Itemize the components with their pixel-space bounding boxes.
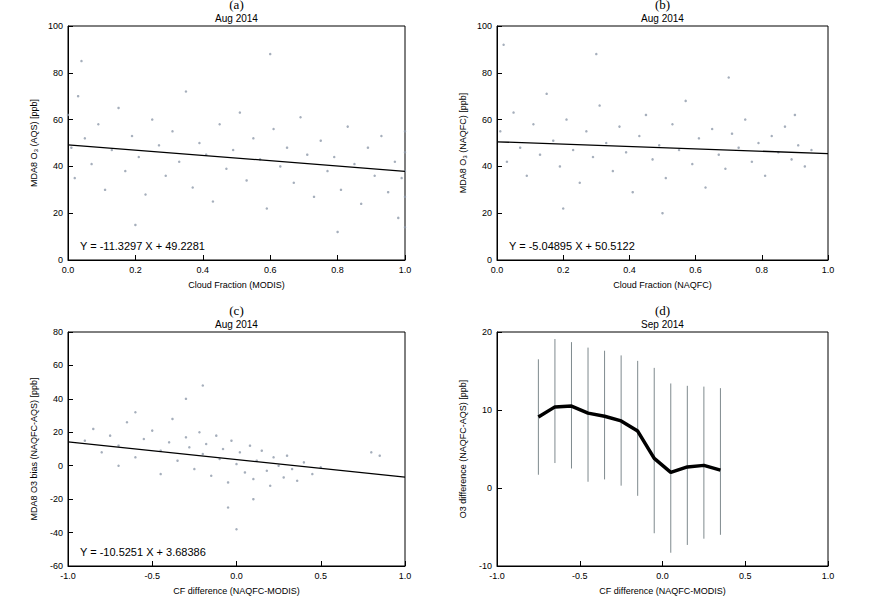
svg-text:MDA8 O₃ (AQS) [ppb]: MDA8 O₃ (AQS) [ppb] [29,99,39,187]
svg-text:Cloud Fraction (NAQFC): Cloud Fraction (NAQFC) [613,280,712,290]
svg-text:60: 60 [53,115,63,125]
svg-text:60: 60 [53,360,63,370]
svg-text:20: 20 [53,427,63,437]
svg-text:(b): (b) [655,0,670,12]
svg-text:O3 difference (NAQFC-AQS) [ppb: O3 difference (NAQFC-AQS) [ppb] [458,380,468,518]
svg-text:0.0: 0.0 [62,265,75,275]
svg-text:40: 40 [482,161,492,171]
svg-text:40: 40 [53,161,63,171]
svg-text:0.5: 0.5 [314,571,327,581]
svg-text:0.2: 0.2 [129,265,142,275]
svg-text:0.0: 0.0 [656,571,669,581]
svg-text:0.0: 0.0 [491,265,504,275]
svg-text:-1.0: -1.0 [489,571,505,581]
svg-text:Cloud Fraction (MODIS): Cloud Fraction (MODIS) [188,280,285,290]
svg-text:100: 100 [477,21,492,31]
svg-text:0.6: 0.6 [689,265,702,275]
svg-text:0.4: 0.4 [623,265,636,275]
svg-text:80: 80 [53,327,63,337]
svg-text:Y = -10.5251 X + 3.68386: Y = -10.5251 X + 3.68386 [80,546,206,558]
svg-text:100: 100 [48,21,63,31]
svg-text:-0.5: -0.5 [144,571,160,581]
svg-text:20: 20 [482,327,492,337]
svg-text:MDA8 O₃ (NAQFC) [ppb]: MDA8 O₃ (NAQFC) [ppb] [458,93,468,194]
svg-text:0.0: 0.0 [230,571,243,581]
svg-text:CF difference (NAQFC-MODIS): CF difference (NAQFC-MODIS) [173,586,299,596]
svg-text:0.6: 0.6 [264,265,277,275]
svg-text:-60: -60 [50,561,63,571]
svg-text:0: 0 [58,255,63,265]
svg-text:60: 60 [482,115,492,125]
svg-text:MDA8 O3 bias (NAQFC-AQS) [ppb]: MDA8 O3 bias (NAQFC-AQS) [ppb] [29,377,39,520]
svg-text:(c): (c) [229,303,243,318]
svg-text:20: 20 [482,208,492,218]
svg-text:0.8: 0.8 [756,265,769,275]
svg-text:Aug 2014: Aug 2014 [641,13,684,24]
svg-text:(d): (d) [655,303,670,318]
svg-text:-1.0: -1.0 [60,571,76,581]
svg-text:Aug 2014: Aug 2014 [215,319,258,330]
svg-text:20: 20 [53,208,63,218]
svg-text:-20: -20 [50,494,63,504]
svg-text:80: 80 [53,68,63,78]
svg-text:Y = -5.04895 X + 50.5122: Y = -5.04895 X + 50.5122 [509,240,635,252]
svg-text:Sep 2014: Sep 2014 [641,319,684,330]
svg-text:-0.5: -0.5 [572,571,588,581]
svg-text:0: 0 [487,483,492,493]
svg-text:80: 80 [482,68,492,78]
svg-text:0.2: 0.2 [557,265,570,275]
svg-text:0.4: 0.4 [197,265,210,275]
svg-text:1.0: 1.0 [822,571,835,581]
svg-text:0: 0 [487,255,492,265]
svg-text:1.0: 1.0 [822,265,835,275]
svg-text:CF difference (NAQFC-MODIS): CF difference (NAQFC-MODIS) [599,586,725,596]
svg-text:1.0: 1.0 [399,265,412,275]
svg-text:-40: -40 [50,528,63,538]
svg-text:-10: -10 [479,561,492,571]
svg-text:Y = -11.3297 X + 49.2281: Y = -11.3297 X + 49.2281 [80,240,205,252]
svg-text:40: 40 [53,394,63,404]
svg-text:0: 0 [58,461,63,471]
svg-text:0.5: 0.5 [739,571,752,581]
svg-text:10: 10 [482,405,492,415]
svg-text:(a): (a) [229,0,243,12]
svg-text:1.0: 1.0 [399,571,412,581]
svg-text:0.8: 0.8 [331,265,344,275]
svg-text:Aug 2014: Aug 2014 [215,13,258,24]
